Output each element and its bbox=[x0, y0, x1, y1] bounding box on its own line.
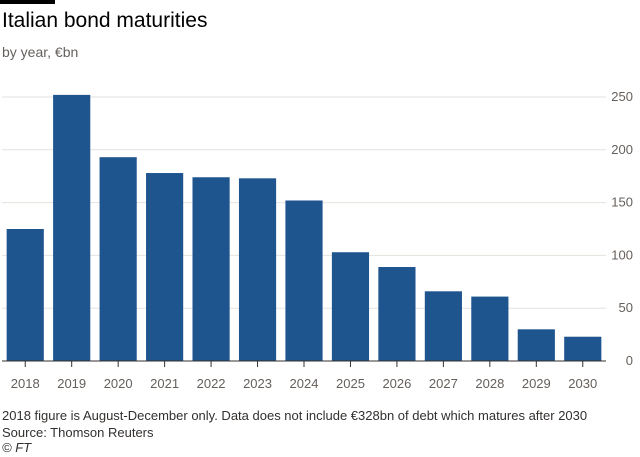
x-tick-label: 2022 bbox=[197, 376, 226, 391]
bar-2023 bbox=[238, 178, 277, 361]
y-tick-label: 100 bbox=[611, 247, 633, 262]
y-tick-label: 150 bbox=[611, 195, 633, 210]
y-tick-label: 0 bbox=[626, 353, 633, 368]
x-tick-label: 2026 bbox=[382, 376, 411, 391]
bar-2029 bbox=[517, 329, 555, 361]
bar-2028 bbox=[471, 296, 509, 361]
bar-2030 bbox=[564, 336, 602, 361]
y-tick-label: 50 bbox=[619, 300, 633, 315]
bars bbox=[6, 94, 602, 361]
chart-title: Italian bond maturities bbox=[2, 9, 208, 32]
axes: 0 50 100 150 200 250 2018 2019 2020 2021 2022 2023 2… bbox=[2, 89, 633, 391]
bar-2021 bbox=[146, 173, 184, 361]
x-tick-label: 2019 bbox=[57, 376, 86, 391]
x-tick-label: 2024 bbox=[290, 376, 319, 391]
x-tick-label: 2029 bbox=[522, 376, 551, 391]
bar-2026 bbox=[378, 267, 416, 361]
x-tick-label: 2020 bbox=[104, 376, 133, 391]
y-tick-label: 250 bbox=[611, 89, 633, 104]
bar-2027 bbox=[424, 291, 462, 361]
x-tick-label: 2021 bbox=[150, 376, 179, 391]
x-tick-label: 2027 bbox=[429, 376, 458, 391]
footnote: 2018 figure is August-December only. Dat… bbox=[2, 408, 588, 423]
source-note: Source: Thomson Reuters bbox=[2, 425, 154, 440]
x-tick-label: 2028 bbox=[475, 376, 504, 391]
x-tick-label: 2025 bbox=[336, 376, 365, 391]
y-tick-label: 200 bbox=[611, 142, 633, 157]
bar-2022 bbox=[192, 177, 230, 361]
bar-2025 bbox=[331, 252, 370, 361]
x-tick-label: 2023 bbox=[243, 376, 272, 391]
chart-subtitle: by year, €bn bbox=[2, 44, 79, 60]
x-tick-label: 2018 bbox=[11, 376, 40, 391]
header-accent-bar bbox=[0, 0, 55, 4]
ft-credit: © FT bbox=[2, 440, 32, 455]
bar-2024 bbox=[285, 200, 323, 361]
x-tick-label: 2030 bbox=[568, 376, 597, 391]
bar-2019 bbox=[53, 94, 91, 361]
bar-2020 bbox=[99, 157, 137, 361]
bar-2018 bbox=[6, 229, 44, 361]
